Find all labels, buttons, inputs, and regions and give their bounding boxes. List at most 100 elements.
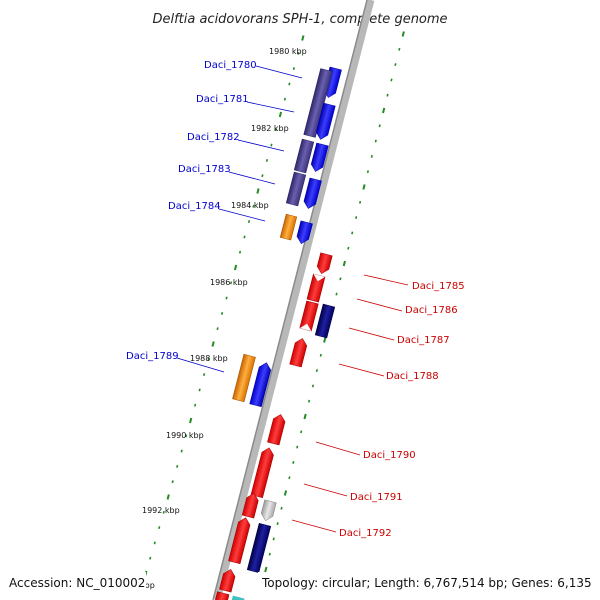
gene-daci-1791-gray[interactable] — [260, 499, 277, 522]
scale-tick — [398, 47, 401, 51]
map-title: Delftia acidovorans SPH-1, complete geno… — [152, 12, 447, 27]
gene-label-daci-1788[interactable]: Daci_1788 — [386, 371, 439, 382]
gene-daci-1786[interactable] — [306, 273, 326, 303]
scale-tick — [272, 537, 275, 541]
gene-daci-1792-red[interactable] — [228, 516, 251, 565]
gene-label-daci-1789[interactable]: Daci_1789 — [126, 351, 179, 362]
kbp-label: kbp — [140, 581, 155, 590]
scale-tick — [283, 97, 287, 101]
gene-daci-1783-block[interactable] — [285, 171, 307, 207]
scale-tick — [390, 78, 393, 82]
scale-tick — [283, 490, 288, 496]
scale-tick — [243, 235, 246, 239]
scale-tick — [311, 384, 315, 388]
gene-label-daci-1782[interactable]: Daci_1782 — [187, 132, 240, 143]
accession-text: Accession: NC_010002 — [9, 576, 145, 590]
gene-daci-1783[interactable] — [302, 177, 322, 210]
kbp-label: 1984 kbp — [231, 201, 269, 210]
scale-tick — [362, 184, 366, 190]
scale-tick — [315, 369, 318, 373]
kbp-scale: 1980 kbp 1982 kbp 1984 kbp 1986 kbp 1988… — [140, 47, 307, 590]
gene-label-daci-1791[interactable]: Daci_1791 — [350, 492, 403, 503]
right-gene-labels: Daci_1785 Daci_1786 Daci_1787 Daci_1788 … — [291, 274, 465, 539]
kbp-label: 1980 kbp — [269, 47, 307, 56]
scale-tick — [216, 327, 219, 331]
gene-label-daci-1792[interactable]: Daci_1792 — [339, 528, 392, 539]
gene-daci-1788[interactable] — [289, 337, 309, 368]
scale-tick — [307, 399, 311, 403]
scale-tick — [394, 63, 397, 67]
scale-tick — [382, 107, 386, 114]
scale-tick — [347, 246, 350, 250]
scale-tick — [288, 476, 291, 480]
gene-daci-1789[interactable] — [232, 353, 256, 403]
scale-tick — [261, 174, 264, 178]
scale-tick — [238, 250, 242, 254]
gene-daci-1791[interactable] — [241, 492, 260, 519]
scale-tick — [166, 494, 170, 500]
gene-daci-1790[interactable] — [267, 413, 286, 446]
scale-tick — [358, 200, 362, 204]
scale-tick — [378, 124, 381, 128]
gene-daci-1787[interactable] — [314, 303, 336, 339]
gene-label-daci-1781[interactable]: Daci_1781 — [196, 94, 249, 105]
kbp-label: 1986 kbp — [210, 278, 248, 287]
scale-tick — [185, 434, 188, 438]
scale-tick — [351, 231, 354, 235]
scale-tick — [207, 357, 210, 361]
gene-label-daci-1787[interactable]: Daci_1787 — [397, 335, 450, 346]
gene-label-daci-1780[interactable]: Daci_1780 — [204, 60, 257, 71]
scale-tick — [153, 541, 156, 545]
scale-tick — [366, 170, 370, 174]
scale-tick — [301, 35, 305, 41]
scale-tick — [268, 552, 271, 556]
gene-label-daci-1784[interactable]: Daci_1784 — [168, 201, 221, 212]
scale-tick — [194, 403, 197, 407]
kbp-label: 1992 kbp — [142, 506, 180, 515]
gene-label-daci-1786[interactable]: Daci_1786 — [405, 305, 458, 316]
scale-tick — [370, 154, 373, 158]
gene-daci-1787-red[interactable] — [299, 300, 319, 332]
gene-next-cyan[interactable] — [231, 595, 245, 600]
scale-tick — [386, 93, 389, 97]
tick-track — [140, 31, 405, 591]
gene-label-daci-1785[interactable]: Daci_1785 — [412, 281, 465, 292]
scale-tick — [401, 31, 405, 37]
gene-daci-1782-block[interactable] — [293, 138, 315, 174]
footer-bg-right — [258, 572, 596, 592]
gene-next-red[interactable] — [219, 568, 236, 593]
gene-daci-1789-b[interactable] — [249, 361, 273, 408]
gene-daci-1781[interactable] — [315, 102, 336, 141]
gene-daci-1785[interactable] — [316, 252, 333, 275]
scale-tick — [198, 388, 201, 392]
scale-tick — [300, 430, 303, 434]
scale-tick — [303, 413, 307, 420]
scale-tick — [355, 216, 358, 220]
scale-tick — [288, 82, 291, 86]
topology-text: Topology: circular; Length: 6,767,514 bp… — [261, 576, 592, 590]
kbp-label: 1988 kbp — [190, 354, 228, 363]
scale-tick — [220, 311, 224, 315]
scale-tick — [296, 445, 299, 449]
scale-tick — [335, 292, 338, 296]
gene-track — [214, 66, 342, 600]
scale-tick — [297, 51, 300, 55]
gene-daci-1784-b[interactable] — [295, 220, 313, 245]
scale-tick — [176, 464, 179, 468]
gene-label-daci-1790[interactable]: Daci_1790 — [363, 450, 416, 461]
gene-label-daci-1783[interactable]: Daci_1783 — [178, 164, 231, 175]
scale-tick — [323, 337, 327, 343]
gene-daci-1782[interactable] — [310, 142, 329, 173]
scale-tick — [280, 506, 283, 510]
scale-tick — [158, 526, 161, 530]
scale-tick — [162, 510, 165, 514]
genome-backbone — [212, 0, 375, 600]
kbp-label: 1982 kbp — [251, 124, 289, 133]
gene-daci-1784[interactable] — [279, 213, 298, 241]
gene-next-red-2[interactable] — [214, 591, 230, 600]
scale-tick — [278, 111, 283, 118]
scale-tick — [374, 139, 377, 143]
scale-tick — [247, 220, 251, 224]
gene-daci-1792[interactable] — [246, 522, 272, 574]
